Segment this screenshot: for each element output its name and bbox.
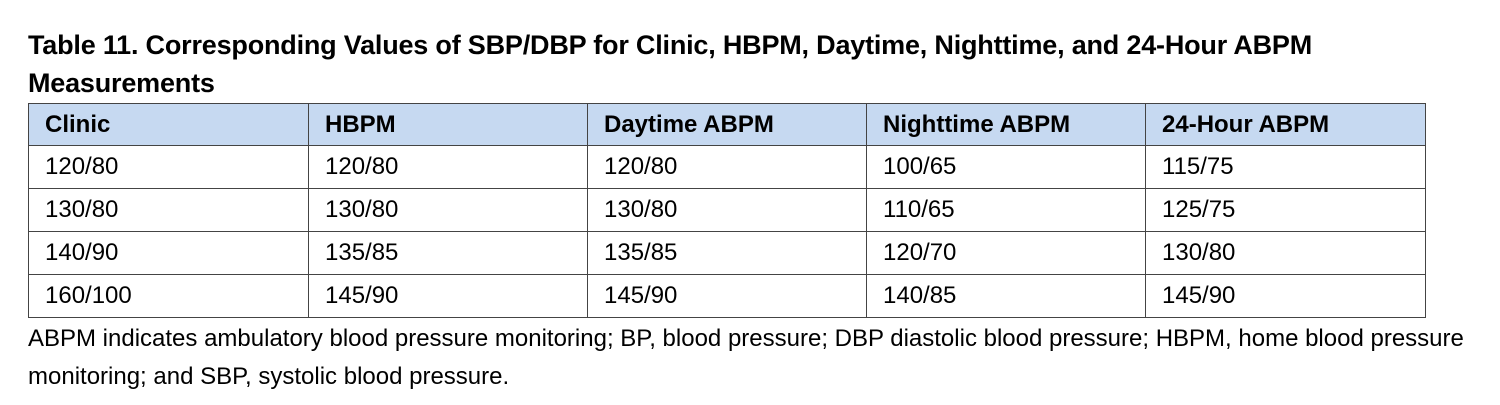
- table-cell: 135/85: [308, 231, 588, 275]
- header-daytime-abpm: Daytime ABPM: [587, 103, 867, 146]
- header-24-hour-abpm: 24-Hour ABPM: [1145, 103, 1426, 146]
- table-cell: 125/75: [1145, 188, 1426, 232]
- table-footnote: ABPM indicates ambulatory blood pressure…: [28, 325, 1464, 390]
- header-nighttime-abpm: Nighttime ABPM: [866, 103, 1146, 146]
- table-row: 120/80 120/80 120/80 100/65 115/75: [28, 145, 1426, 189]
- table-cell: 145/90: [308, 274, 588, 318]
- table-cell: 120/80: [587, 145, 867, 189]
- table-cell: 130/80: [1145, 231, 1426, 275]
- table-cell: 145/90: [587, 274, 867, 318]
- table-cell: 145/90: [1145, 274, 1426, 318]
- table-cell: 130/80: [28, 188, 309, 232]
- table-cell: 120/80: [28, 145, 309, 189]
- table-cell: 120/80: [308, 145, 588, 189]
- table-cell: 140/90: [28, 231, 309, 275]
- bp-values-table: Clinic HBPM Daytime ABPM Nighttime ABPM …: [28, 103, 1426, 318]
- table-cell: 115/75: [1145, 145, 1426, 189]
- table-cell: 130/80: [587, 188, 867, 232]
- table-title: Table 11. Corresponding Values of SBP/DB…: [28, 30, 1313, 98]
- table-cell: 135/85: [587, 231, 867, 275]
- table-cell: 110/65: [866, 188, 1146, 232]
- table-cell: 160/100: [28, 274, 309, 318]
- table-cell: 130/80: [308, 188, 588, 232]
- table-row: 160/100 145/90 145/90 140/85 145/90: [28, 274, 1426, 318]
- table-row: 130/80 130/80 130/80 110/65 125/75: [28, 188, 1426, 232]
- table-header-row: Clinic HBPM Daytime ABPM Nighttime ABPM …: [28, 103, 1426, 146]
- table-row: 140/90 135/85 135/85 120/70 130/80: [28, 231, 1426, 275]
- table-cell: 140/85: [866, 274, 1146, 318]
- header-hbpm: HBPM: [308, 103, 588, 146]
- header-clinic: Clinic: [28, 103, 309, 146]
- table-cell: 120/70: [866, 231, 1146, 275]
- table-cell: 100/65: [866, 145, 1146, 189]
